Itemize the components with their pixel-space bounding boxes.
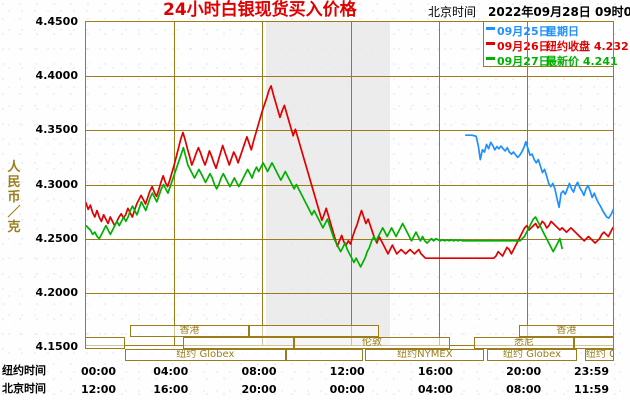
session-row: 香港 香港	[85, 325, 614, 337]
legend-note: 星期日	[546, 25, 579, 38]
x-axis-tick-label: 20:00	[506, 365, 542, 378]
session-bar	[85, 337, 125, 349]
x-axis-tick-label: 00:00	[81, 365, 117, 378]
y-axis-title: 人民币／克	[6, 160, 22, 235]
y-axis-title-char: 币	[7, 190, 21, 205]
legend-item-0: 09月25日 星期日	[484, 21, 613, 38]
session-bar-纽约 Globex: 纽约 Globex	[124, 349, 287, 361]
legend-value: 4.241	[582, 55, 618, 68]
legend-note: 纽约收盘 4.232	[546, 40, 629, 53]
session-bar-纽约 Globex: 纽约 Globex	[487, 349, 577, 361]
y-axis-title-char: 民	[7, 175, 21, 190]
x-axis-tick-label: 12:00	[81, 383, 117, 396]
y-axis-tick-label: 4.4000	[35, 69, 78, 83]
y-axis-tick-label: 4.3000	[35, 177, 78, 191]
line-swatch-icon	[486, 27, 495, 30]
x-axis-row-label: 纽约时间	[2, 364, 46, 377]
y-axis-tick-label: 4.4500	[35, 15, 78, 28]
gridline-horizontal	[86, 293, 613, 294]
session-bar-伦敦: 伦敦	[293, 337, 450, 349]
session-bar-纽约 Globex: 纽约 Globex	[584, 349, 614, 361]
gridline-horizontal	[86, 185, 613, 186]
x-axis-tick-label: 23:59	[574, 365, 610, 378]
y-axis-title-char: 克	[7, 220, 21, 235]
series-canvas	[86, 85, 613, 268]
plot-area	[85, 21, 614, 346]
legend-value: 4.232	[593, 40, 629, 53]
legend-item-2: 09月27日 最新价 4.241	[484, 51, 618, 68]
legend: 09月25日 星期日 09月26日 纽约收盘 4.232 09月27日 最新价 …	[483, 21, 629, 68]
session-bar	[286, 349, 363, 361]
nymex-session-shade	[265, 22, 391, 345]
gridline-horizontal	[86, 130, 613, 131]
x-axis-tick-label: 16:00	[417, 365, 453, 378]
timezone-label: 北京时间	[428, 5, 477, 19]
legend-date: 09月27日	[497, 55, 550, 68]
series-line-09月27日	[86, 146, 563, 268]
y-axis-tick-label: 4.2000	[35, 285, 78, 299]
gridline-vertical	[527, 22, 528, 345]
legend-date: 09月26日	[497, 40, 550, 53]
series-line-09月25日	[464, 134, 613, 219]
session-row: 伦敦 悉尼	[85, 337, 614, 349]
y-axis-title-char: 人	[7, 160, 21, 175]
session-bar-香港: 香港	[129, 325, 249, 337]
gridline-vertical	[351, 22, 352, 345]
y-axis-title-char: ／	[7, 205, 21, 220]
x-axis-tick-label: 04:00	[153, 365, 189, 378]
legend-date: 09月25日	[497, 25, 550, 38]
x-axis-tick-label: 08:00	[506, 383, 542, 396]
gridline-horizontal	[86, 239, 613, 240]
session-bar	[574, 337, 614, 349]
legend-note: 最新价 4.241	[546, 55, 618, 68]
y-axis-tick-label: 4.1500	[35, 340, 78, 353]
page-title: 24小时白银现货买入价格	[163, 0, 357, 20]
x-axis-tick-label: 12:00	[329, 365, 365, 378]
session-bar-香港: 香港	[518, 325, 614, 337]
gridline-vertical	[439, 22, 440, 345]
series-line-09月26日	[86, 85, 613, 260]
legend-item-1: 09月26日 纽约收盘 4.232	[484, 36, 629, 53]
x-axis-tick-label: 11:59	[574, 383, 610, 396]
x-axis-tick-label: 08:00	[241, 365, 277, 378]
line-swatch-icon	[486, 57, 495, 60]
gridline-horizontal	[86, 76, 613, 77]
x-axis-tick-label: 04:00	[417, 383, 453, 396]
timestamp: 2022年09月28日 09时09分	[488, 5, 630, 19]
gridline-vertical	[262, 22, 263, 345]
line-swatch-icon	[486, 42, 495, 45]
x-axis-tick-label: 20:00	[241, 383, 277, 396]
gridline-vertical	[174, 22, 175, 345]
session-bar	[248, 325, 379, 337]
session-bar-悉尼: 悉尼	[473, 337, 575, 349]
x-axis-tick-label: 00:00	[329, 383, 365, 396]
x-axis-row-label: 北京时间	[2, 382, 46, 395]
y-axis-tick-label: 4.2500	[35, 231, 78, 245]
session-bar	[182, 337, 294, 349]
y-axis-tick-label: 4.3500	[35, 123, 78, 137]
session-bar-纽约NYMEX: 纽约NYMEX	[365, 349, 485, 361]
x-axis-tick-label: 16:00	[153, 383, 189, 396]
